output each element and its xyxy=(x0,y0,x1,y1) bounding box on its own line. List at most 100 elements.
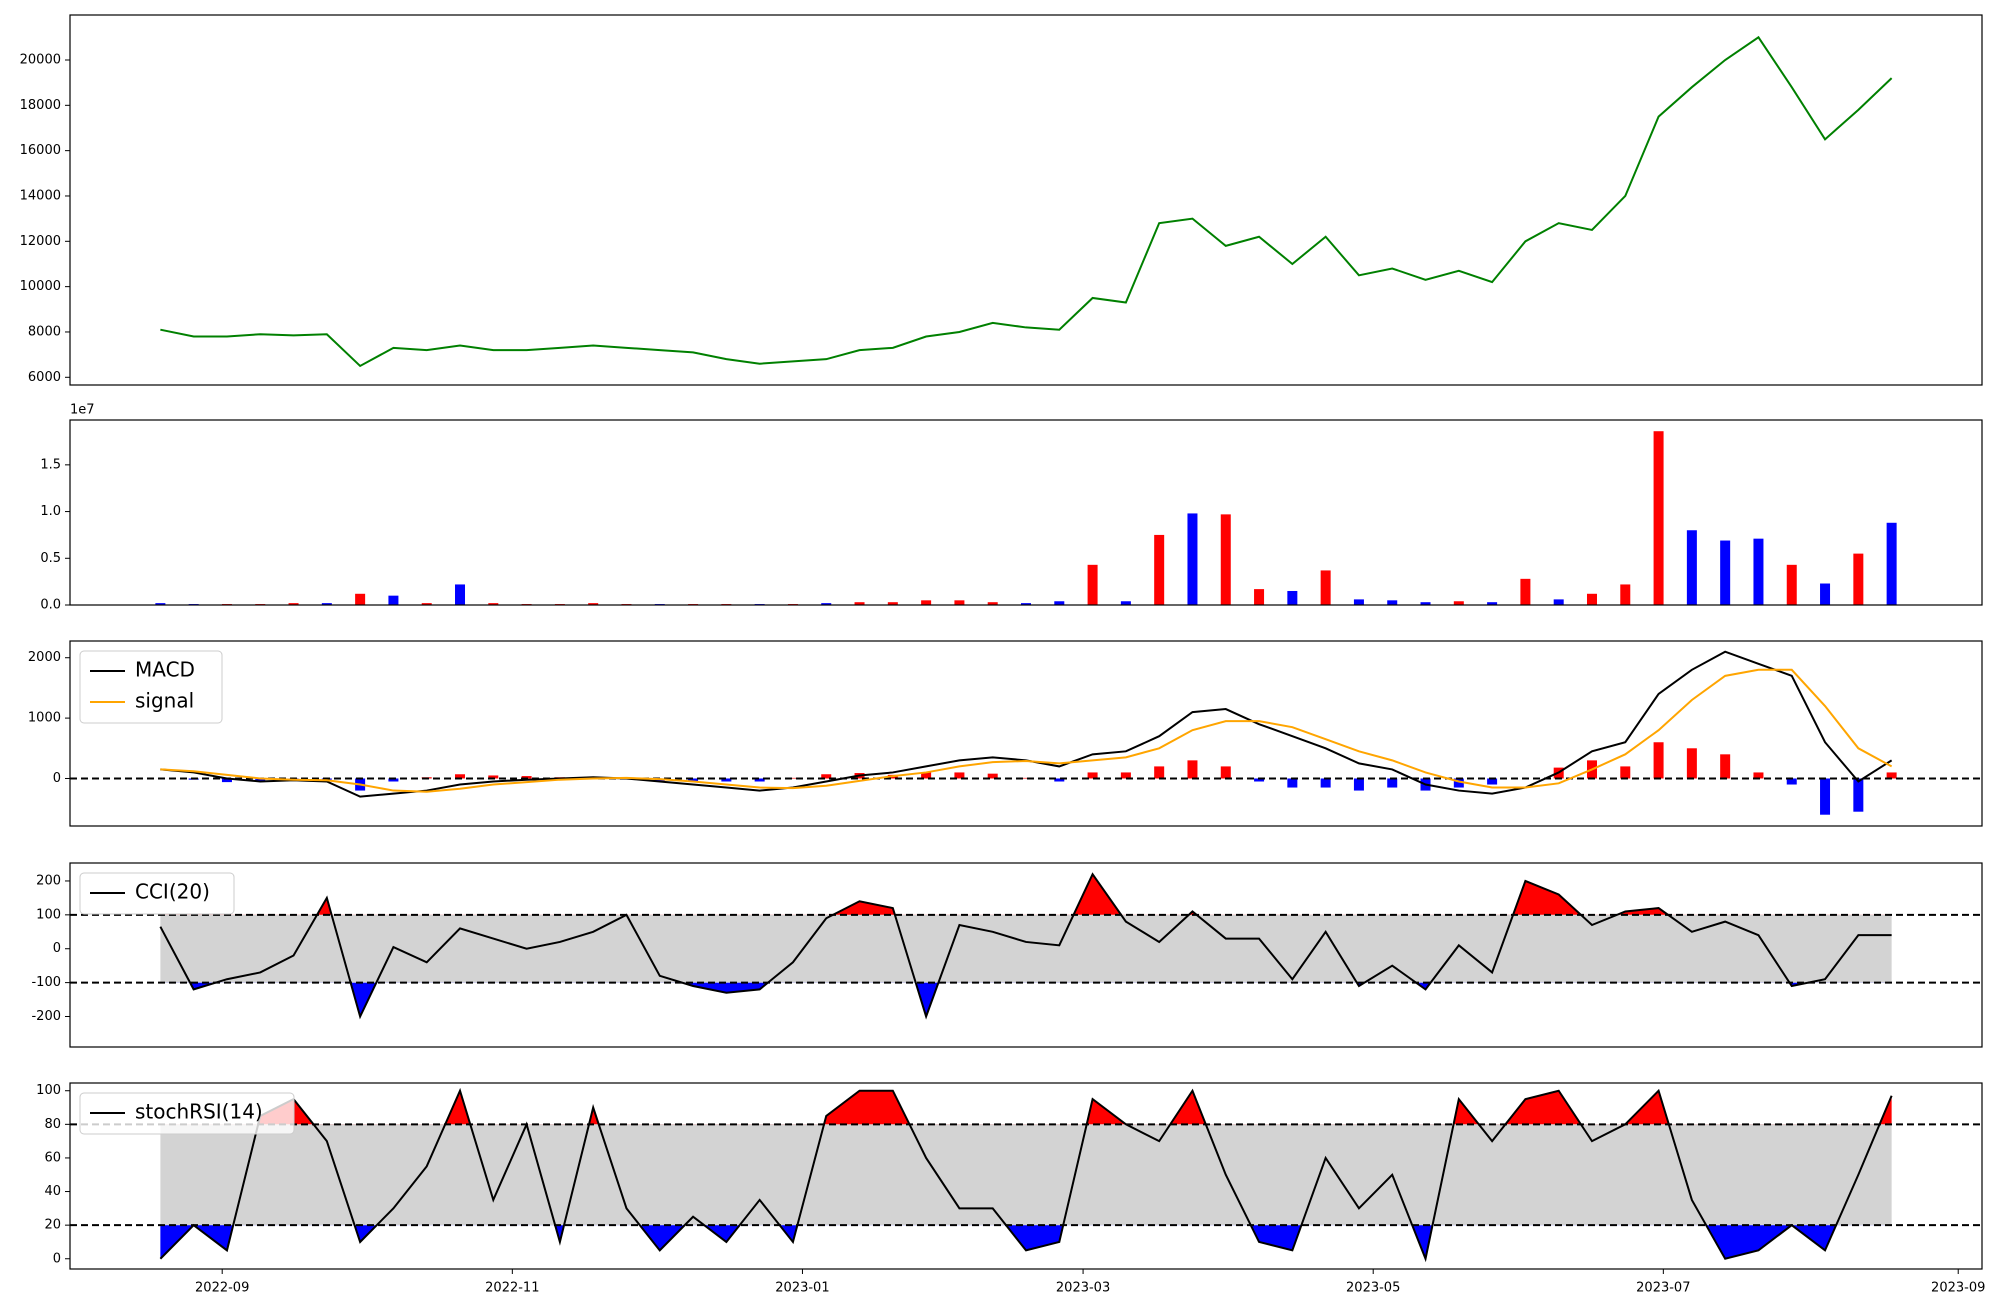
offset-label: 1e7 xyxy=(70,403,95,418)
y-tick-label: 1.5 xyxy=(40,457,61,472)
histogram-bar xyxy=(787,777,798,779)
histogram-bar xyxy=(1453,778,1464,788)
histogram-bar xyxy=(1120,772,1131,779)
y-tick-label: -100 xyxy=(31,975,61,990)
y-tick-label: 1000 xyxy=(28,711,61,726)
bar xyxy=(1720,540,1731,605)
legend-box xyxy=(79,1092,295,1135)
bar xyxy=(588,603,599,605)
bar xyxy=(1786,564,1797,605)
x-tick-label: 2023-05 xyxy=(1346,1281,1400,1296)
x-tick-label: 2023-01 xyxy=(775,1281,829,1296)
y-tick-label: 0.5 xyxy=(40,551,61,566)
histogram-bar xyxy=(1054,778,1065,782)
bar xyxy=(1220,514,1231,605)
x-tick-label: 2023-03 xyxy=(1056,1281,1110,1296)
histogram-bar xyxy=(821,774,832,779)
histogram-bar xyxy=(1720,754,1731,779)
panel-frame xyxy=(69,1082,1983,1270)
bar xyxy=(1087,564,1098,605)
bar xyxy=(288,603,299,605)
bar xyxy=(1553,599,1564,605)
histogram-bar xyxy=(1287,778,1298,788)
y-tick-label: 10000 xyxy=(20,279,61,294)
bar xyxy=(1353,599,1364,605)
bar xyxy=(821,603,832,605)
bar xyxy=(1487,602,1498,605)
plot-area xyxy=(160,35,1893,368)
histogram-bar xyxy=(1254,778,1265,782)
bar xyxy=(455,584,466,605)
y-tick-label: 8000 xyxy=(28,324,61,339)
histogram-bar xyxy=(455,774,466,779)
x-tick-label: 2023-07 xyxy=(1636,1281,1690,1296)
bar xyxy=(355,593,366,605)
oversold-fill xyxy=(160,1225,1892,1259)
overbought-fill xyxy=(160,874,1892,915)
bar xyxy=(1653,431,1664,605)
bar xyxy=(1453,601,1464,605)
histogram-bar xyxy=(255,778,266,782)
bar xyxy=(321,603,332,605)
panel-background xyxy=(70,15,1982,385)
histogram-bar xyxy=(1353,778,1364,791)
y-tick-label: 18000 xyxy=(20,98,61,113)
histogram-bar xyxy=(1387,778,1398,788)
panel-frame xyxy=(69,419,1983,606)
y-tick-label: 14000 xyxy=(20,188,61,203)
legend-box xyxy=(79,650,223,724)
x-tick-label: 2022-11 xyxy=(485,1281,539,1296)
histogram-bar xyxy=(721,778,732,782)
bar xyxy=(1254,589,1265,605)
bar xyxy=(1586,593,1597,605)
histogram-bar xyxy=(1021,777,1031,779)
histogram-bar xyxy=(1686,748,1697,779)
histogram-bar xyxy=(1320,778,1331,788)
y-tick-label: 20 xyxy=(44,1218,61,1233)
histogram-bar xyxy=(1154,766,1165,779)
x-tick-label: 2023-09 xyxy=(1931,1281,1985,1296)
histogram-bar xyxy=(1087,772,1098,779)
histogram-bar xyxy=(754,778,765,782)
panel-frame xyxy=(69,14,1983,386)
histogram-bar xyxy=(688,778,699,782)
panel-frame xyxy=(69,862,1983,1048)
y-tick-label: 6000 xyxy=(28,370,61,385)
histogram-bar xyxy=(1886,772,1897,779)
bar xyxy=(1686,530,1697,605)
panel-background xyxy=(70,641,1982,826)
bar xyxy=(488,603,499,605)
legend-label: MACD xyxy=(135,658,195,682)
bar xyxy=(921,600,932,605)
y-tick-label: 16000 xyxy=(20,143,61,158)
overbought-fill xyxy=(258,1090,1892,1125)
histogram-bar xyxy=(1187,760,1198,779)
histogram-bar xyxy=(388,778,399,782)
bar xyxy=(1886,522,1897,605)
bar xyxy=(987,602,998,605)
bar xyxy=(1853,553,1864,605)
y-tick-label: 1.0 xyxy=(40,504,61,519)
legend-box xyxy=(79,872,235,915)
bar xyxy=(1387,600,1398,605)
y-tick-label: 200 xyxy=(36,873,61,888)
histogram-bar xyxy=(1786,778,1797,785)
y-tick-label: 0 xyxy=(53,1251,61,1266)
histogram-bar xyxy=(1220,766,1231,779)
histogram-bar xyxy=(1820,778,1831,815)
y-tick-label: 20000 xyxy=(20,52,61,67)
series-line xyxy=(159,872,1892,1020)
bar xyxy=(1154,534,1165,605)
bar xyxy=(388,595,399,605)
y-tick-label: 2000 xyxy=(28,650,61,665)
y-tick-label: 40 xyxy=(44,1184,61,1199)
bar xyxy=(1021,603,1031,605)
bar xyxy=(1320,570,1331,605)
series-line xyxy=(160,35,1893,368)
y-tick-label: 12000 xyxy=(20,234,61,249)
bar xyxy=(1520,578,1531,605)
bar xyxy=(1820,583,1831,605)
neutral-band xyxy=(160,914,1892,983)
